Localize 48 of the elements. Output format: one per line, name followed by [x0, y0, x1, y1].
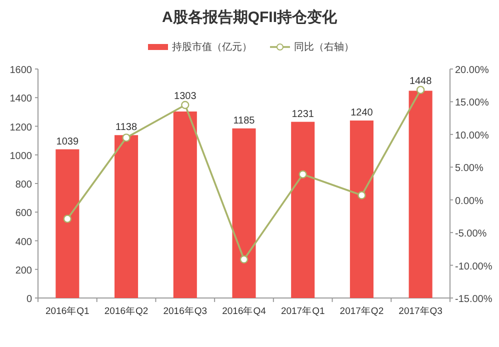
x-tick-label: 2016年Q3 — [163, 305, 208, 317]
x-tick-label: 2016年Q2 — [104, 305, 148, 317]
y2-tick-label: -5.00% — [455, 228, 487, 240]
y-tick-label: 1400 — [10, 94, 32, 105]
point — [416, 86, 425, 94]
data-label: 1240 — [350, 108, 374, 119]
x-tick-label: 2017年Q1 — [280, 305, 325, 317]
y2-tick-label: -10.00% — [455, 261, 492, 272]
y-tick-label: 1600 — [10, 65, 32, 76]
point — [358, 191, 366, 200]
point — [122, 134, 130, 142]
x-tick-label: 2016年Q4 — [222, 305, 266, 317]
y-tick-label: 1000 — [10, 150, 32, 162]
y2-tick-label: 10.00% — [455, 130, 490, 142]
data-label: 1448 — [409, 76, 432, 87]
bar — [56, 149, 80, 298]
y-tick-label: 1200 — [10, 122, 32, 134]
bar — [114, 135, 138, 298]
y2-tick-label: 5.00% — [455, 163, 484, 174]
bar — [408, 90, 432, 298]
point — [63, 214, 72, 223]
chart-title: A股各报告期QFII持仓变化 — [162, 8, 338, 26]
point — [298, 170, 307, 178]
data-label: 1138 — [116, 122, 138, 134]
point — [181, 100, 190, 110]
x-tick-label: 2017年Q2 — [340, 305, 384, 317]
data-label: 1185 — [233, 115, 256, 126]
y2-tick-label: 20.00% — [455, 65, 490, 76]
legend-label: 同比（右轴） — [294, 41, 354, 53]
x-tick-label: 2017年Q3 — [398, 305, 442, 317]
bar — [232, 128, 256, 298]
y-tick-label: 0 — [26, 294, 32, 305]
y-tick-label: 800 — [15, 180, 32, 190]
y-tick-label: 200 — [15, 265, 32, 276]
y-tick-label: 400 — [15, 236, 32, 248]
y2-tick-label: 0.00% — [455, 196, 484, 207]
data-label: 1039 — [56, 136, 79, 148]
y2-tick-label: -15.00% — [455, 294, 492, 305]
x-tick-label: 2016年Q1 — [46, 305, 90, 317]
data-label: 1231 — [292, 108, 314, 120]
bar — [350, 120, 374, 298]
point — [240, 255, 248, 264]
bar — [291, 122, 315, 298]
y-tick-label: 600 — [15, 208, 32, 220]
y2-tick-label: 15.00% — [455, 98, 490, 109]
bar — [173, 112, 197, 298]
data-label: 1303 — [174, 90, 197, 102]
legend-label: 持股市值（亿元） — [172, 41, 252, 53]
